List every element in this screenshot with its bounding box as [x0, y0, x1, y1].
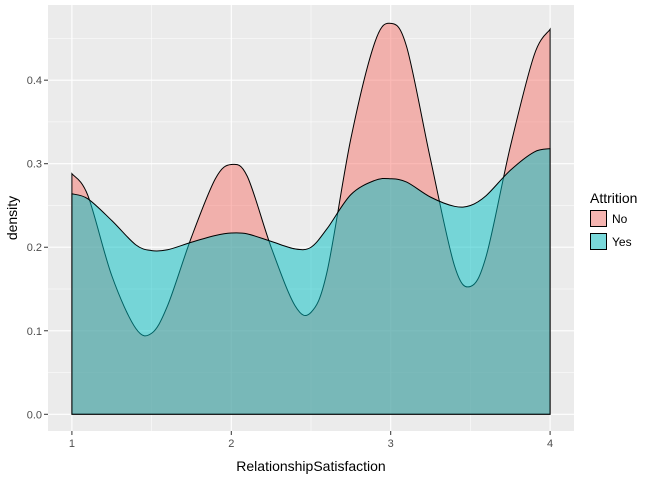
y-tick-label: 0.1 [27, 326, 42, 338]
legend-swatch-no [590, 210, 607, 227]
density-areas [71, 22, 551, 415]
legend-swatch-yes [590, 233, 607, 250]
density-area-yes [71, 148, 551, 415]
x-tick-label: 1 [69, 438, 75, 450]
x-tick-label: 2 [228, 438, 234, 450]
x-tick-label: 4 [547, 438, 553, 450]
legend-label-yes: Yes [612, 235, 632, 249]
axes: 1 2 3 4 0.0 0.1 0.2 0.3 0.4 [27, 75, 553, 450]
legend: Attrition No Yes [590, 190, 637, 250]
y-tick-label: 0.3 [27, 159, 42, 171]
x-axis-title: RelationshipSatisfaction [236, 458, 385, 474]
y-tick-label: 0.0 [27, 409, 42, 421]
y-axis-title: density [4, 196, 20, 240]
legend-label-no: No [612, 212, 628, 226]
y-tick-label: 0.2 [27, 242, 42, 254]
legend-title: Attrition [590, 190, 637, 206]
x-tick-label: 3 [388, 438, 394, 450]
y-tick-label: 0.4 [27, 75, 42, 87]
